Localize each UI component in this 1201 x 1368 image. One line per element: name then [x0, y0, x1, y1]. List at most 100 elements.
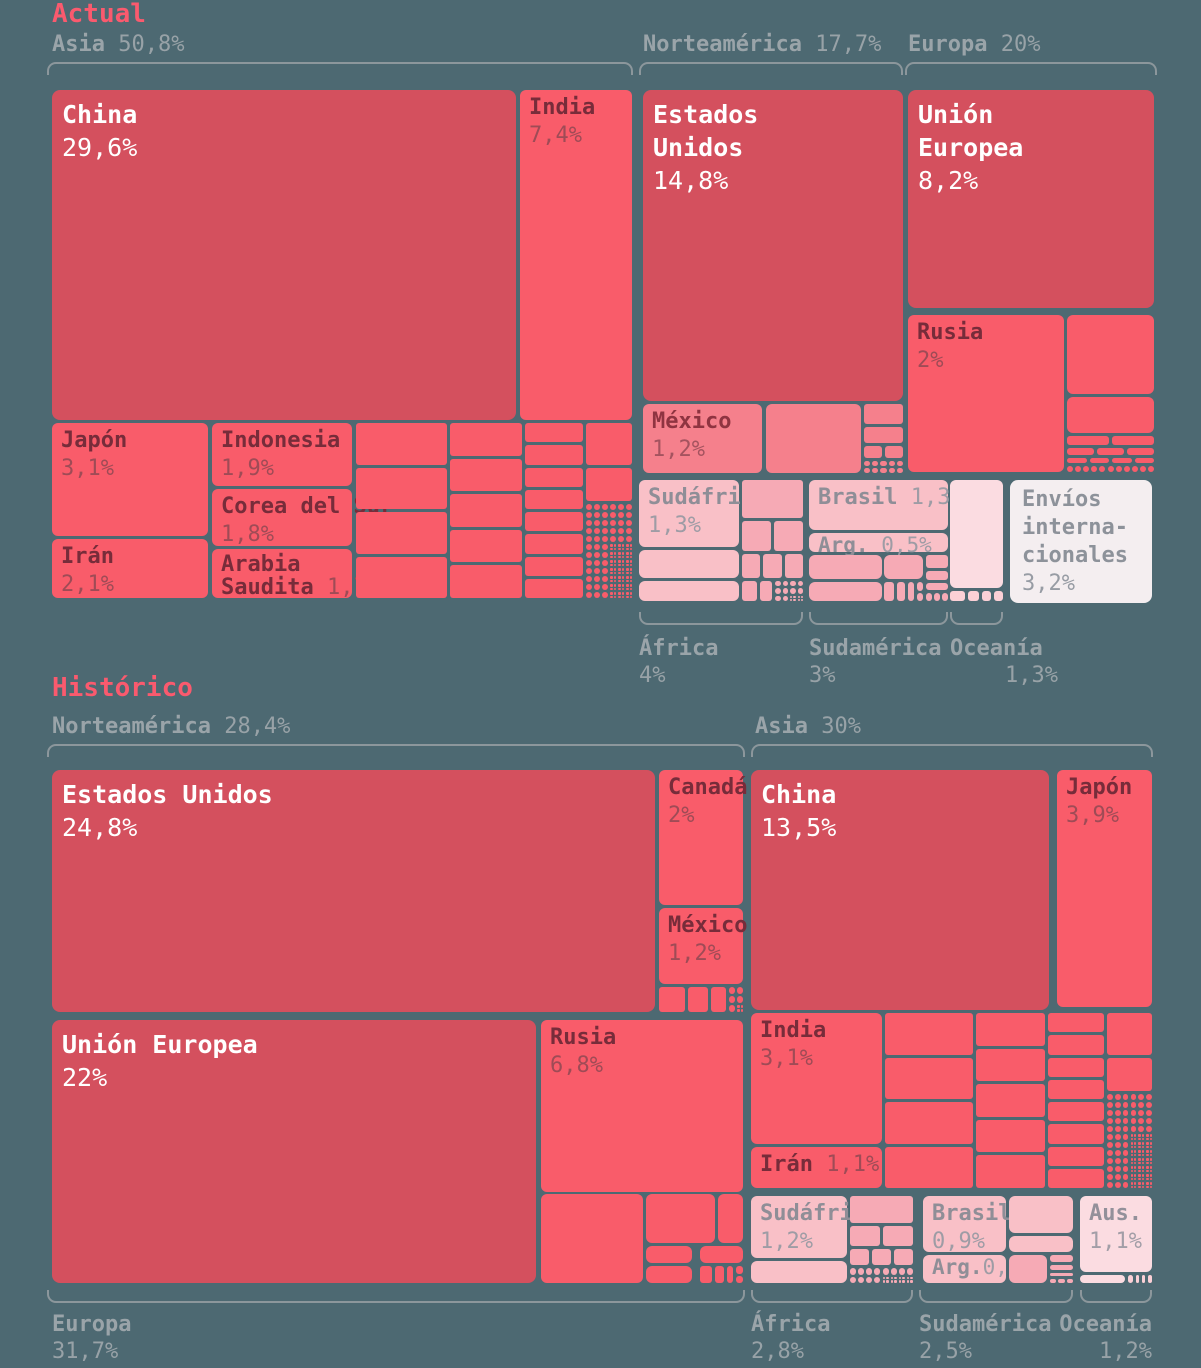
label-line: Aus. — [1089, 1201, 1142, 1226]
tail-cell — [586, 423, 632, 465]
tail-cell — [715, 1266, 724, 1283]
tail-cell — [782, 595, 788, 601]
tail-cell — [1050, 1273, 1073, 1276]
label-line: Japón — [1066, 775, 1133, 800]
tail-cell — [626, 547, 629, 550]
tail-cell — [1146, 1137, 1149, 1140]
tail-cell — [1048, 1057, 1104, 1077]
tail-cell — [629, 595, 632, 598]
tail-cell — [793, 598, 796, 601]
tail-cell — [1149, 1185, 1152, 1188]
tail-cell — [864, 404, 903, 424]
label-line: India — [529, 95, 596, 120]
tail-cell — [740, 1009, 743, 1012]
historico-region-bracket-asia — [751, 744, 1153, 757]
tail-cell — [737, 987, 743, 994]
actual-box-brasil: Brasil 1,3% — [809, 480, 964, 530]
tail-cell — [1133, 1142, 1137, 1145]
tail-cell — [910, 1276, 913, 1280]
tail-cell — [626, 552, 629, 555]
tail-cell — [737, 1009, 740, 1012]
tail-cell — [910, 1280, 913, 1284]
tail-cell — [629, 571, 632, 574]
tail-cell — [594, 592, 600, 598]
label-line: Irán — [61, 544, 114, 569]
label-line: 2,1% — [61, 572, 114, 597]
tail-cell — [864, 427, 903, 443]
tail-cell — [890, 1268, 897, 1275]
tail-cell — [1130, 1150, 1133, 1153]
label-line: 24,8% — [62, 813, 138, 842]
historico-filler-box — [1009, 1236, 1073, 1252]
tail-cell — [1048, 1146, 1104, 1166]
historico-filler-box — [1009, 1196, 1073, 1233]
tail-cell — [586, 552, 592, 558]
tail-cell — [1067, 448, 1094, 455]
actual-region-label-europa: Europa 20% — [908, 31, 1040, 58]
tail-cell — [629, 547, 632, 550]
tail-cell — [613, 571, 616, 574]
tail-cell — [1133, 1134, 1137, 1137]
tail-cell — [1149, 1150, 1152, 1153]
historico-box-japon: Japón 3,9% — [1057, 770, 1152, 1007]
tail-cell — [586, 568, 592, 574]
tail-cell — [760, 581, 772, 601]
label-line: Unidos — [653, 133, 744, 162]
label-line: Asia 50,8% — [52, 32, 185, 57]
historico-region-bracket-sudamerica — [919, 1290, 1073, 1303]
tail-cell — [1141, 1158, 1145, 1161]
tail-cell — [1141, 1185, 1145, 1188]
tail-cell — [613, 576, 616, 579]
tail-cell — [874, 1276, 881, 1283]
tail-cell — [602, 536, 608, 542]
tail-cell — [610, 592, 613, 595]
tail-cell — [874, 1268, 881, 1275]
historico-filler-box — [646, 1266, 692, 1283]
tail-cell — [602, 568, 608, 574]
tail-cell — [1146, 1158, 1149, 1161]
tail-cell — [926, 593, 932, 601]
label-line: Estados — [653, 100, 759, 129]
tail-cell — [610, 568, 613, 571]
tail-cell — [626, 536, 632, 542]
tail-cell — [1149, 1158, 1152, 1161]
tail-cell — [1141, 1166, 1145, 1169]
tail-cell — [610, 528, 616, 534]
actual-region-bracket-asia — [47, 62, 633, 75]
tail-cell — [850, 1249, 869, 1265]
tail-cell — [1130, 1134, 1133, 1137]
tail-cell — [618, 579, 621, 582]
actual-region-label-norteamerica: Norteamérica 17,7% — [643, 31, 881, 58]
tail-cell — [894, 1249, 913, 1265]
tail-cell — [1130, 1110, 1137, 1116]
tail-cell — [618, 512, 624, 518]
label-line: 6,8% — [550, 1053, 603, 1078]
historico-box-rusia: Rusia 6,8% — [541, 1020, 743, 1192]
label-line: 31,7% — [52, 1339, 119, 1364]
tail-cell — [618, 584, 621, 587]
tail-cell — [1138, 1153, 1141, 1156]
tail-cell — [1114, 1182, 1121, 1188]
historico-filler-box — [541, 1194, 643, 1283]
tail-cell — [602, 576, 608, 582]
tail-cell — [775, 588, 781, 594]
historico-region-label-europa: Europa 31,7% — [52, 1311, 131, 1365]
tail-cell — [880, 461, 887, 466]
tail-cell — [885, 1013, 973, 1055]
tail-cell — [626, 512, 632, 518]
tail-cell — [1138, 1182, 1141, 1185]
label-line: 1,3% — [648, 513, 701, 538]
tail-cell — [742, 480, 803, 518]
tail-cell — [742, 554, 761, 578]
tail-cell — [618, 536, 624, 542]
tail-cell — [742, 581, 757, 601]
tail-cell — [1099, 466, 1106, 472]
tail-cell — [613, 544, 616, 547]
tail-cell — [626, 544, 629, 547]
tail-cell — [621, 552, 624, 555]
tail-cell — [898, 1276, 902, 1280]
tail-cell — [621, 576, 624, 579]
tail-cell — [1149, 1174, 1152, 1177]
actual-box-rusia: Rusia 2% — [908, 315, 1064, 472]
label-line: Europa 20% — [908, 32, 1041, 57]
